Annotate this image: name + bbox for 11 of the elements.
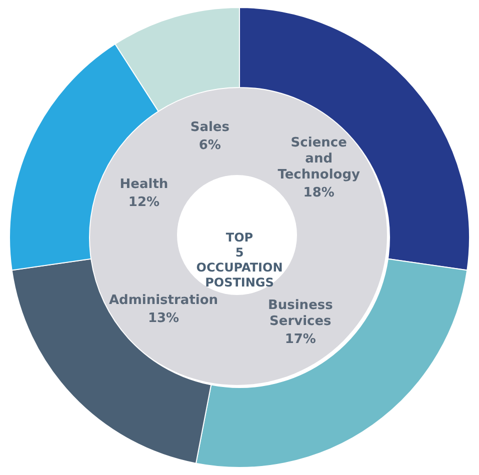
data-label: 17% [284, 332, 316, 348]
text: TOP 5 OCCUPATION POSTINGS [196, 230, 283, 290]
data-label: 13% [148, 310, 180, 326]
data-label: 18% [303, 186, 334, 201]
slice-label: Sales [190, 120, 230, 135]
slice-label: Science and Technology [278, 136, 361, 183]
data-label: 6% [198, 138, 221, 153]
slice-label: Business Services [268, 298, 334, 330]
slice-label: Administration [108, 292, 218, 308]
data-label: 12% [128, 194, 160, 210]
slice-label: Health [120, 176, 168, 192]
